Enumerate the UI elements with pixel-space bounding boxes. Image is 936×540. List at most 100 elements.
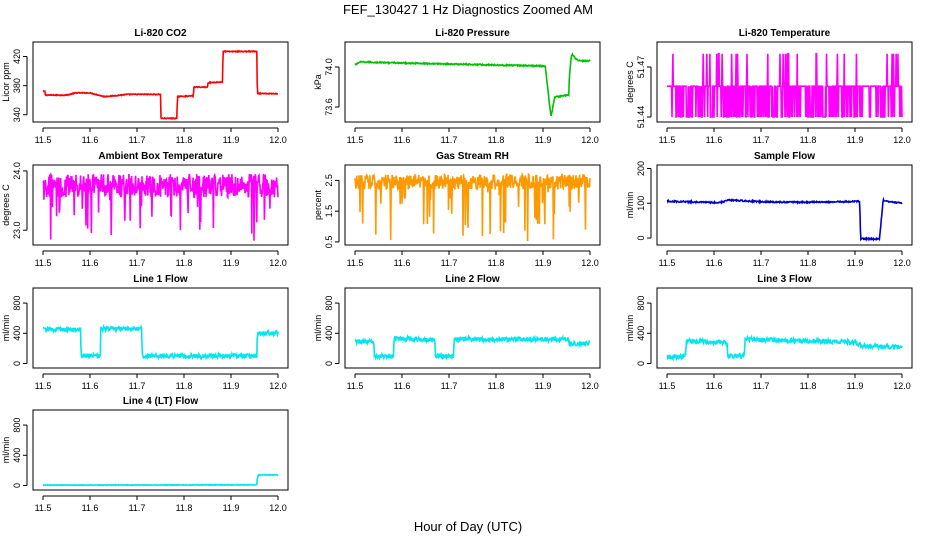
panel-rh: Gas Stream RH 11.5 11.6 11.7 11.8 11.9 12.0 0.5… [313,151,601,268]
x-tick-label: 11.6 [394,258,411,268]
panel-title: Line 3 Flow [757,274,812,285]
x-tick-label: 11.5 [347,135,364,145]
y-tick-label: 1.5 [324,205,334,218]
y-tick-label: 0 [12,361,22,366]
x-tick-label: 11.9 [535,135,552,145]
y-tick-label: 0.5 [324,236,334,249]
y-tick-label: 800 [636,296,646,311]
plot-frame [32,41,289,123]
x-tick-label: 11.8 [800,258,817,268]
x-tick-label: 11.6 [394,381,411,391]
y-tick-label: 420 [12,49,22,64]
panel-title: Li-820 Temperature [739,28,831,39]
plot-frame [656,287,913,369]
panel-ambient: Ambient Box Temperature 11.5 11.6 11.7 11.8 1… [1,151,289,268]
panel-co2: Li-820 CO2 11.5 11.6 11.7 11.8 11.9 12.0 340 380… [1,28,289,145]
panel-title: Li-820 Pressure [435,28,510,39]
y-tick-label: 340 [12,107,22,122]
x-tick-label: 12.0 [581,258,599,268]
y-axis-label: ml/min [1,437,11,464]
y-tick-label: 2.5 [324,174,334,187]
x-tick-label: 11.8 [488,381,505,391]
x-tick-label: 12.0 [581,135,599,145]
panel-line4: Line 4 (LT) Flow 11.5 11.6 11.7 11.8 11.9 12.0… [1,396,289,513]
x-tick-label: 11.5 [35,503,52,513]
x-tick-label: 11.7 [441,135,458,145]
y-tick-label: 100 [636,196,646,211]
x-tick-label: 11.9 [847,135,864,145]
x-tick-label: 11.7 [753,381,770,391]
plot-frame [344,287,601,369]
y-axis-label: degrees C [1,184,11,226]
x-tick-label: 11.8 [800,381,817,391]
x-tick-label: 11.5 [347,381,364,391]
chart-panels: Li-820 CO2 11.5 11.6 11.7 11.8 11.9 12.0 340 380… [1,28,913,513]
panel-title: Line 1 Flow [133,274,188,285]
y-tick-label: 0 [636,361,646,366]
x-tick-label: 11.8 [176,381,193,391]
y-tick-label: 74.0 [324,58,334,76]
x-tick-label: 11.5 [659,381,676,391]
x-tick-label: 12.0 [269,381,287,391]
y-axis-label: ml/min [1,315,11,342]
panel-line3: Line 3 Flow 11.5 11.6 11.7 11.8 11.9 12.0 0 400 8… [625,274,913,391]
series-line-rh [354,171,591,242]
x-tick-label: 11.5 [35,381,52,391]
panel-line2: Line 2 Flow 11.5 11.6 11.7 11.8 11.9 12.0 0 400 8… [313,274,601,391]
y-axis-label: ml/min [625,192,635,219]
panel-temperature: Li-820 Temperature 11.5 11.6 11.7 11.8 11.9 12… [625,28,913,145]
series-line-ambient [42,172,279,241]
y-axis-label: ml/min [313,315,323,342]
y-tick-label: 0 [324,361,334,366]
y-axis-label: percent [313,189,323,220]
y-tick-label: 400 [12,448,22,463]
x-tick-label: 11.6 [82,381,99,391]
panel-title: Line 2 Flow [445,274,500,285]
x-tick-label: 12.0 [893,135,911,145]
series-line-line3 [666,334,903,362]
x-tick-label: 11.9 [223,258,240,268]
panel-line1: Line 1 Flow 11.5 11.6 11.7 11.8 11.9 12.0 0 400 8… [1,274,289,391]
series-line-line4 [42,473,279,487]
x-tick-label: 12.0 [269,135,287,145]
y-axis-label: Licor ppm [1,62,11,102]
series-line-sampleflow [666,196,903,242]
x-tick-label: 11.8 [800,135,817,145]
x-tick-label: 11.9 [223,381,240,391]
x-tick-label: 11.9 [535,381,552,391]
x-tick-label: 11.7 [441,258,458,268]
plot-frame [32,287,289,369]
x-tick-label: 11.5 [659,135,676,145]
x-tick-label: 11.7 [753,258,770,268]
x-tick-label: 11.8 [176,135,193,145]
y-tick-label: 800 [12,296,22,311]
panel-title: Ambient Box Temperature [98,151,223,162]
x-tick-label: 11.5 [347,258,364,268]
series-line-line1 [42,323,279,361]
figure-title: FEF_130427 1 Hz Diagnostics Zoomed AM [343,2,593,17]
x-tick-label: 11.7 [129,135,146,145]
x-tick-label: 11.5 [35,135,52,145]
x-tick-label: 11.6 [82,135,99,145]
x-tick-label: 11.9 [223,503,240,513]
x-tick-label: 11.6 [394,135,411,145]
y-tick-label: 73.6 [324,98,334,116]
x-tick-label: 11.7 [129,381,146,391]
x-tick-label: 12.0 [269,503,287,513]
plot-frame [32,164,289,246]
figure-x-axis-label: Hour of Day (UTC) [414,519,522,534]
x-tick-label: 12.0 [581,381,599,391]
x-tick-label: 11.7 [129,503,146,513]
x-tick-label: 11.6 [706,381,723,391]
x-tick-label: 11.9 [847,258,864,268]
series-line-line2 [354,333,591,362]
x-tick-label: 11.9 [847,381,864,391]
panel-title: Line 4 (LT) Flow [123,396,199,407]
y-tick-label: 800 [324,296,334,311]
x-tick-label: 11.7 [129,258,146,268]
x-tick-label: 12.0 [269,258,287,268]
y-axis-label: ml/min [625,315,635,342]
x-tick-label: 11.8 [488,135,505,145]
panel-title: Li-820 CO2 [134,28,187,39]
x-tick-label: 11.7 [753,135,770,145]
